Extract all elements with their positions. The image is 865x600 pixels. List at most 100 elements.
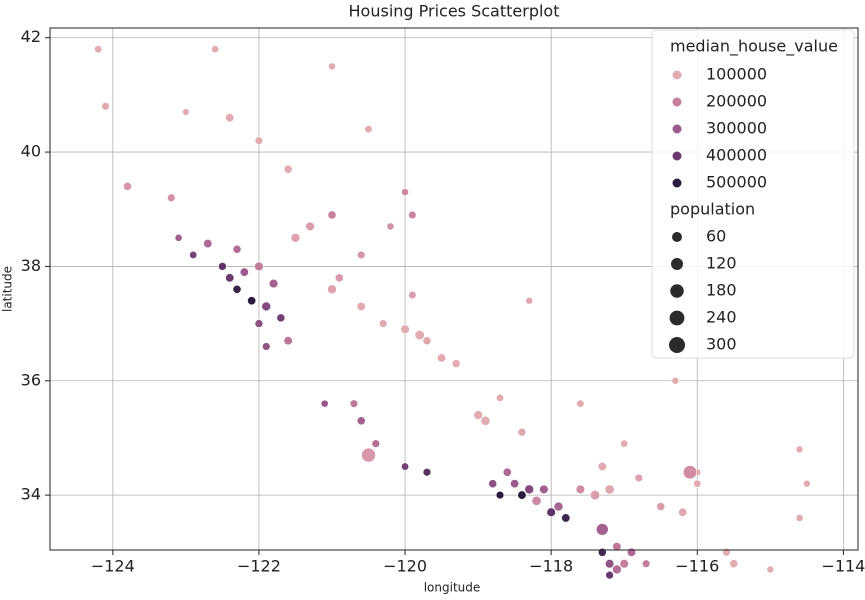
- point: [729, 559, 739, 569]
- y-tick-label: 36: [21, 370, 41, 389]
- point: [254, 261, 264, 272]
- point: [276, 313, 286, 323]
- point: [283, 336, 293, 346]
- point: [182, 108, 190, 116]
- legend-label: 500000: [706, 173, 767, 192]
- x-tick-label: −118: [529, 557, 573, 576]
- point: [328, 62, 336, 71]
- point: [356, 416, 366, 426]
- point: [261, 301, 272, 312]
- chart-title: Housing Prices Scatterplot: [349, 2, 560, 21]
- point: [553, 501, 564, 512]
- point: [612, 542, 622, 552]
- point: [597, 547, 607, 557]
- legend-marker: [671, 258, 683, 270]
- legend-label: 60: [706, 227, 726, 246]
- legend-marker: [669, 337, 685, 353]
- point: [451, 359, 461, 368]
- y-axis-label: latitude: [1, 266, 15, 312]
- y-tick-label: 42: [21, 27, 41, 46]
- point: [123, 181, 132, 191]
- point: [290, 233, 301, 243]
- point: [604, 559, 615, 569]
- x-axis-label: longitude: [424, 581, 481, 595]
- point: [203, 239, 213, 249]
- point: [422, 468, 432, 477]
- point: [576, 399, 585, 408]
- point: [437, 353, 447, 363]
- point: [604, 484, 615, 495]
- point: [517, 427, 527, 437]
- point: [539, 484, 549, 495]
- point: [626, 547, 637, 557]
- legend-marker: [672, 232, 682, 242]
- point: [225, 273, 235, 283]
- point: [620, 439, 629, 448]
- point: [327, 210, 337, 220]
- point: [517, 490, 527, 500]
- point: [480, 415, 491, 426]
- point: [414, 329, 425, 341]
- point: [524, 484, 535, 495]
- legend-marker: [671, 177, 683, 189]
- point: [356, 301, 366, 311]
- legend: median_house_value 100000 200000 300000 4000…: [651, 29, 855, 359]
- point: [408, 290, 417, 300]
- point: [94, 45, 103, 54]
- point: [305, 221, 315, 232]
- point: [167, 193, 176, 203]
- x-tick-label: −124: [91, 557, 135, 576]
- point: [589, 490, 601, 501]
- point: [232, 244, 242, 254]
- point: [803, 479, 811, 488]
- legend-label: 120: [706, 254, 737, 273]
- point: [283, 164, 293, 174]
- legend-title: median_house_value: [670, 37, 838, 57]
- point: [239, 267, 249, 277]
- point: [401, 188, 409, 196]
- x-tick-label: −116: [675, 557, 719, 576]
- point: [254, 319, 264, 328]
- point: [531, 495, 542, 506]
- point: [561, 513, 571, 523]
- point: [400, 324, 410, 334]
- point: [225, 113, 235, 123]
- point: [473, 410, 483, 420]
- point: [795, 514, 804, 522]
- y-tick-label: 34: [21, 485, 41, 504]
- legend-label: 300000: [706, 119, 767, 138]
- point: [634, 473, 644, 483]
- legend-marker: [671, 123, 683, 135]
- point: [546, 507, 556, 517]
- point: [605, 570, 614, 580]
- point: [232, 284, 242, 294]
- point: [327, 284, 337, 295]
- legend-label: 400000: [706, 146, 767, 165]
- x-tick-label: −114: [821, 557, 865, 576]
- point: [596, 523, 609, 536]
- point: [678, 507, 688, 517]
- y-tick-label: 40: [21, 142, 41, 161]
- point: [510, 479, 520, 489]
- point: [575, 484, 586, 495]
- point: [262, 342, 271, 351]
- point: [211, 45, 220, 54]
- point: [502, 467, 512, 477]
- point: [525, 296, 534, 305]
- point: [174, 233, 183, 242]
- x-tick-label: −120: [383, 557, 427, 576]
- point: [401, 462, 410, 471]
- point: [641, 559, 651, 568]
- point: [101, 102, 110, 111]
- point: [408, 210, 417, 220]
- points: [94, 45, 811, 580]
- point: [488, 479, 498, 489]
- legend-marker: [671, 69, 683, 81]
- point: [612, 564, 622, 575]
- point: [495, 393, 505, 402]
- legend-label: 200000: [706, 92, 767, 111]
- legend-marker: [671, 96, 683, 108]
- point: [361, 447, 376, 463]
- point: [766, 565, 775, 574]
- point: [268, 278, 279, 289]
